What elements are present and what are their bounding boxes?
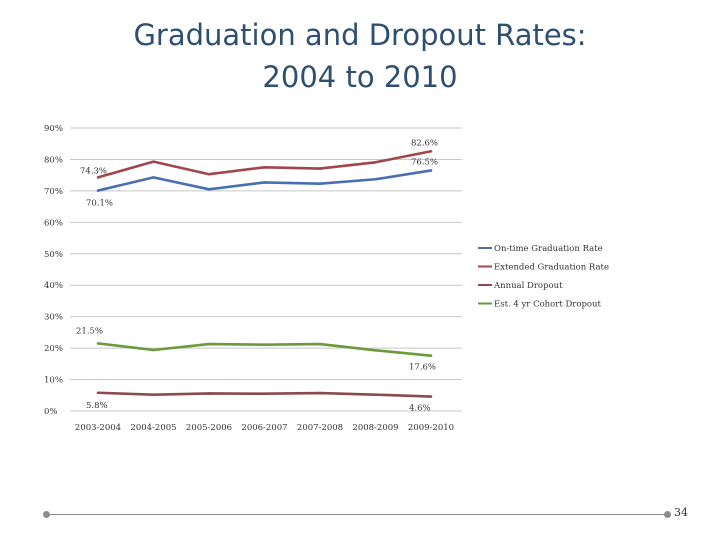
data-point [96, 391, 100, 395]
data-point [207, 188, 211, 191]
data-point [374, 160, 377, 164]
data-point [429, 169, 433, 172]
x-tick-label: 2007-2008 [297, 423, 343, 433]
series-line [97, 169, 432, 192]
data-label: 82.6% [411, 138, 438, 148]
data-point [318, 391, 322, 395]
y-tick-label: 60% [44, 218, 63, 228]
data-point [263, 343, 266, 346]
legend-label: Annual Dropout [493, 281, 563, 291]
x-tick-label: 2004-2005 [130, 423, 176, 433]
data-label: 4.6% [409, 404, 431, 414]
data-point [152, 348, 155, 352]
data-point [152, 160, 155, 163]
data-point [429, 395, 433, 398]
y-tick-label: 50% [44, 250, 63, 260]
y-tick-label: 70% [44, 187, 63, 197]
data-point [96, 189, 100, 192]
data-point [207, 392, 211, 395]
footer-right-dot [664, 511, 671, 518]
data-label: 76.5% [411, 157, 438, 167]
y-tick-label: 40% [44, 281, 63, 291]
data-label: 74.3% [80, 166, 107, 176]
data-point [207, 172, 211, 176]
y-tick-label: 80% [44, 155, 63, 165]
data-point [263, 166, 266, 169]
y-tick-label: 90% [44, 124, 63, 134]
title-line-1: Graduation and Dropout Rates: [133, 18, 587, 52]
data-point [374, 393, 377, 396]
data-point [152, 393, 155, 396]
data-point [374, 177, 377, 181]
y-tick-label: 10% [44, 376, 63, 386]
data-label: 5.8% [86, 401, 108, 411]
footer-divider [46, 514, 668, 515]
y-tick-label: 30% [44, 313, 63, 323]
slide-title: Graduation and Dropout Rates: 2004 to 20… [60, 14, 660, 98]
x-tick-label: 2006-2007 [241, 423, 287, 433]
title-line-2: 2004 to 2010 [262, 60, 458, 94]
footer-left-dot [43, 511, 50, 518]
data-point [429, 149, 433, 153]
data-point [318, 342, 322, 346]
data-point [429, 354, 433, 357]
data-label: 21.5% [76, 326, 103, 336]
legend-label: On-time Graduation Rate [494, 244, 603, 254]
data-point [152, 176, 155, 179]
data-point [207, 342, 211, 346]
legend-label: Est. 4 yr Cohort Dropout [494, 300, 601, 310]
y-tick-label: 0% [44, 407, 58, 417]
data-point [263, 392, 266, 396]
data-label: 17.6% [409, 363, 436, 373]
data-point [96, 176, 100, 179]
series-line [97, 149, 432, 179]
page-number: 34 [674, 506, 688, 519]
x-tick-label: 2009-2010 [408, 423, 454, 433]
data-point [318, 182, 322, 185]
x-tick-label: 2005-2006 [186, 423, 232, 433]
x-tick-label: 2008-2009 [352, 423, 398, 433]
data-point [318, 167, 322, 170]
data-label: 70.1% [86, 199, 113, 209]
y-tick-label: 20% [44, 344, 63, 354]
data-point [96, 342, 100, 345]
data-point [374, 349, 377, 352]
x-tick-label: 2003-2004 [75, 423, 121, 433]
data-point [263, 181, 266, 184]
legend-label: Extended Graduation Rate [494, 263, 609, 273]
